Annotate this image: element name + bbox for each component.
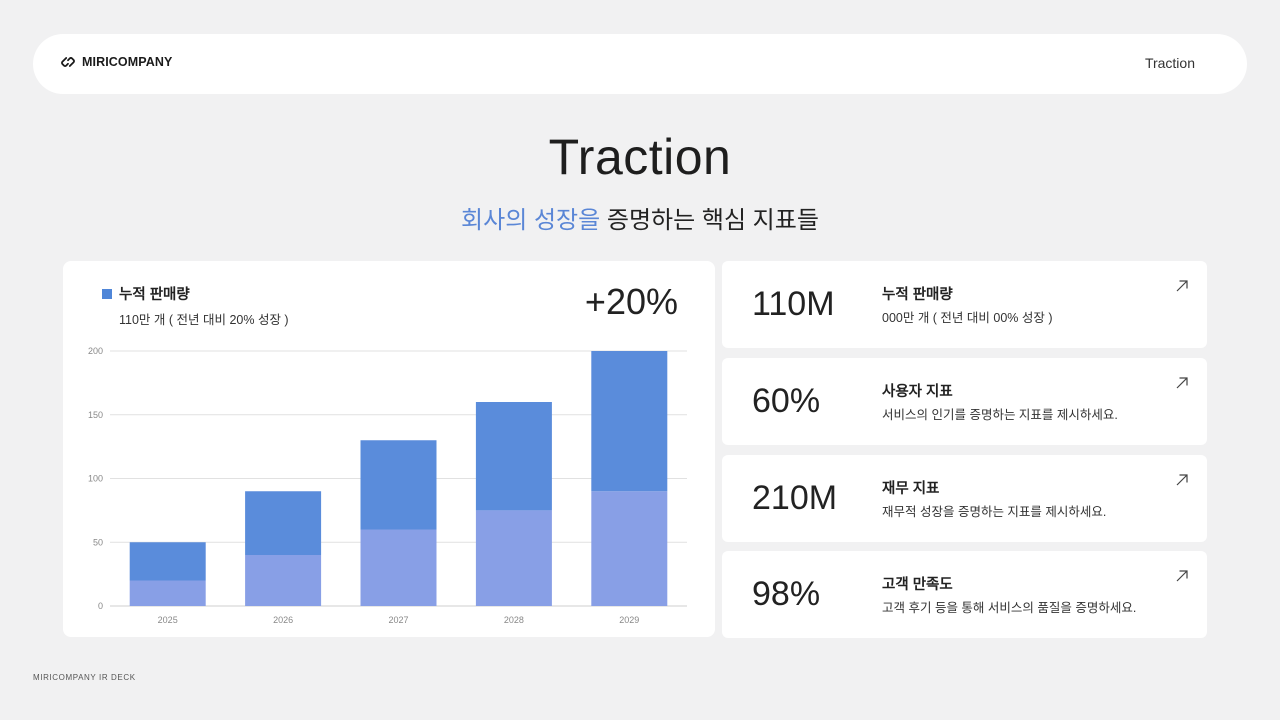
arrow-up-right-icon[interactable] [1175,376,1189,390]
metric-description: 고객 후기 등을 통해 서비스의 품질을 증명하세요. [882,601,1137,615]
y-tick-label: 0 [98,601,103,611]
top-navigation-bar: MIRICOMPANY Traction [33,34,1247,94]
bar-upper-segment [475,402,552,511]
bar-lower-segment [591,491,668,606]
link-chain-icon [61,57,75,67]
company-logo[interactable]: MIRICOMPANY [60,55,172,69]
bar-lower-segment [475,510,552,606]
metric-value: 98% [752,575,821,613]
stacked-bar-chart: 0 50 100 150 200 2025 2026 2027 2028 2029 [88,346,687,625]
arrow-up-right-icon[interactable] [1175,473,1189,487]
y-tick-label: 100 [88,474,103,484]
x-tick-label: 2025 [158,615,178,625]
metric-card-satisfaction[interactable]: 98% 고객 만족도 고객 후기 등을 통해 서비스의 품질을 증명하세요. [722,551,1207,638]
metric-card-users[interactable]: 60% 사용자 지표 서비스의 인기를 증명하는 지표를 제시하세요. [722,358,1207,445]
x-tick-label: 2029 [619,615,639,625]
y-tick-label: 50 [93,537,103,547]
metric-description: 재무적 성장을 증명하는 지표를 제시하세요. [882,505,1107,519]
metric-description: 000만 개 ( 전년 대비 00% 성장 ) [882,311,1053,325]
bar-upper-segment [360,440,437,530]
x-tick-label: 2027 [388,615,408,625]
metric-card-finance[interactable]: 210M 재무 지표 재무적 성장을 증명하는 지표를 제시하세요. [722,455,1207,542]
bar-lower-segment [245,555,322,606]
legend-label: 누적 판매량 [119,287,190,303]
nav-item-traction[interactable]: Traction [1144,55,1195,71]
bar-upper-segment [245,491,322,555]
arrow-up-right-icon[interactable] [1175,569,1189,583]
chart-legend: 누적 판매량 [102,283,190,304]
y-tick-label: 200 [88,346,103,356]
subtitle-accent: 회사의 성장을 [461,207,601,234]
legend-swatch [102,288,112,299]
metric-title: 고객 만족도 [882,577,953,593]
bar-lower-segment [129,580,206,606]
metric-value: 60% [752,382,821,420]
growth-percentage: +20% [584,281,678,322]
x-tick-label: 2026 [273,615,293,625]
subtitle-rest: 증명하는 핵심 지표들 [600,207,819,234]
y-tick-label: 150 [88,410,103,420]
bar-lower-segment [360,529,437,606]
page-title: Traction [548,129,732,185]
metric-card-sales[interactable]: 110M 누적 판매량 000만 개 ( 전년 대비 00% 성장 ) [722,261,1207,348]
sales-chart-card: 누적 판매량 110만 개 ( 전년 대비 20% 성장 ) +20% 0 50 1… [63,261,715,637]
bar-upper-segment [591,351,668,492]
page-subtitle: 회사의 성장을 증명하는 핵심 지표들 [0,200,1280,235]
metric-title: 사용자 지표 [882,384,953,400]
arrow-up-right-icon[interactable] [1175,279,1189,293]
metric-value: 210M [752,479,838,517]
metric-description: 서비스의 인기를 증명하는 지표를 제시하세요. [882,408,1118,422]
footer-text: MIRICOMPANY IR DECK [33,673,136,682]
metric-title: 재무 지표 [882,481,940,497]
x-tick-label: 2028 [504,615,524,625]
metric-value: 110M [752,285,835,323]
logo-text: MIRICOMPANY [82,55,173,69]
metric-title: 누적 판매량 [882,287,953,303]
bar-upper-segment [129,542,206,581]
legend-subtext: 110만 개 ( 전년 대비 20% 성장 ) [119,313,289,327]
